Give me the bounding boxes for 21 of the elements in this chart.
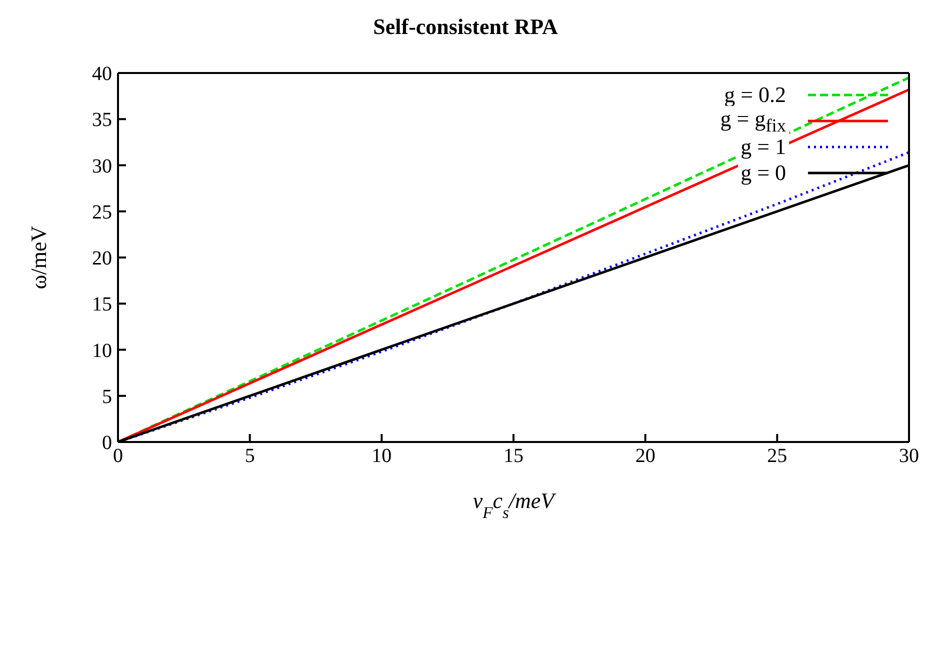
y-tick-label: 5 bbox=[102, 386, 112, 408]
y-tick-label: 20 bbox=[92, 248, 112, 270]
x-tick-label: 10 bbox=[372, 445, 392, 468]
y-tick-label: 25 bbox=[92, 201, 112, 224]
x-tick-label: 5 bbox=[244, 445, 255, 468]
y-tick-label: 40 bbox=[92, 63, 112, 86]
y-axis-title: ω/meV bbox=[26, 226, 51, 290]
x-axis-title: v$_{F}$c$_{s}$/meV bbox=[472, 488, 557, 522]
x-tick-label: 15 bbox=[504, 445, 524, 468]
y-tick-label: 10 bbox=[92, 340, 112, 362]
chart-title: Self-consistent RPA bbox=[372, 13, 559, 41]
legend-label: g = 1 bbox=[738, 134, 789, 160]
legend-label: g = g$_{fix}$ bbox=[720, 106, 786, 136]
legend-label: g = 0.2 bbox=[721, 82, 789, 108]
y-tick-label: 15 bbox=[92, 294, 112, 316]
legend-label: g = 0 bbox=[738, 160, 789, 186]
y-tick-label: 35 bbox=[92, 109, 112, 132]
x-tick-label: 25 bbox=[767, 445, 788, 468]
x-tick-label: 30 bbox=[899, 445, 919, 468]
y-tick-label: 30 bbox=[92, 155, 112, 178]
x-tick-label: 20 bbox=[635, 445, 656, 468]
